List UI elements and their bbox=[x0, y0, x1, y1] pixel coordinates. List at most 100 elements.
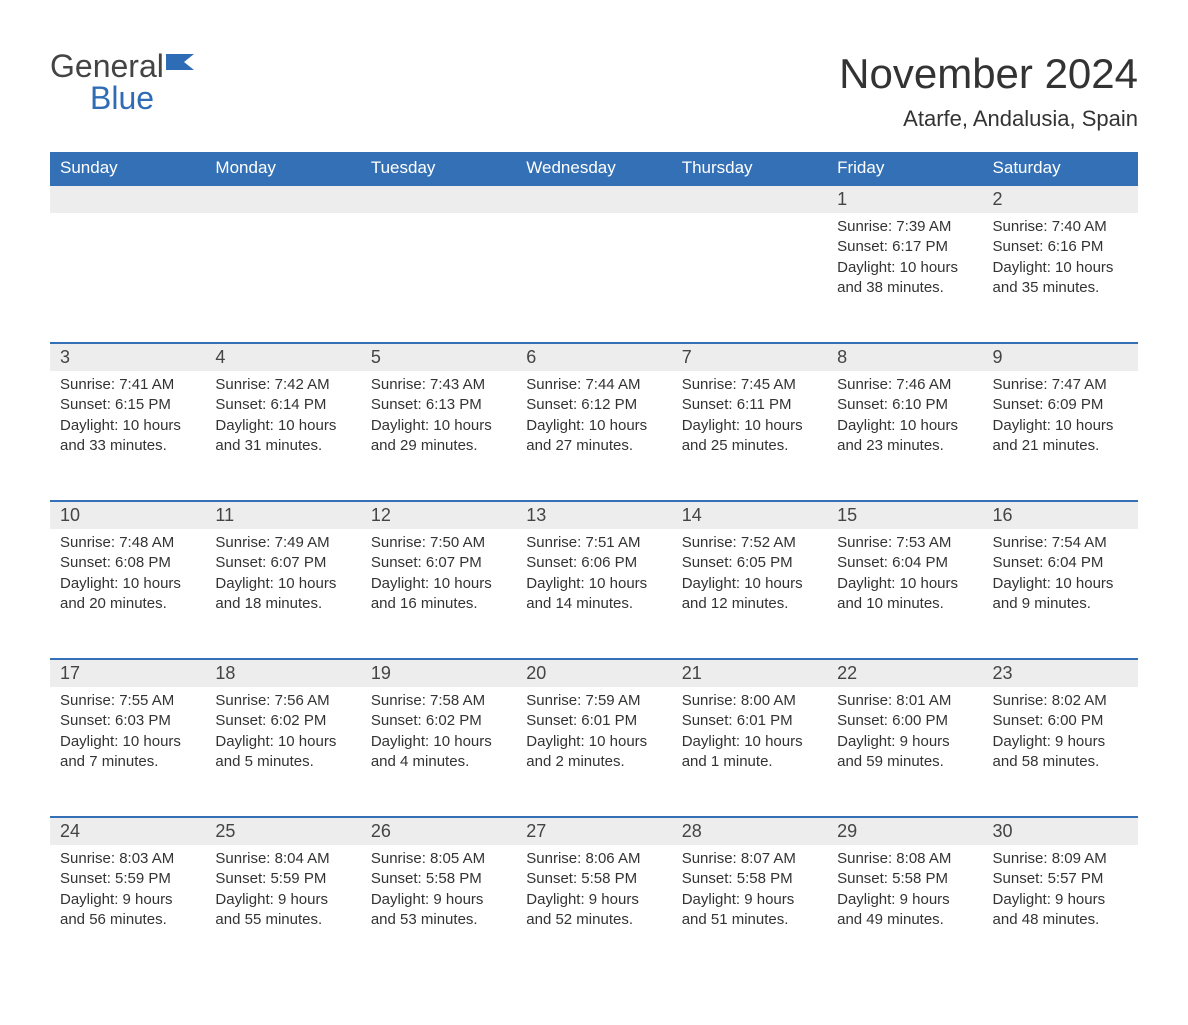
day-number-cell bbox=[516, 185, 671, 213]
sunrise-text: Sunrise: 8:07 AM bbox=[682, 849, 817, 869]
day-content: Sunrise: 8:03 AMSunset: 5:59 PMDaylight:… bbox=[50, 845, 205, 934]
day-number: 27 bbox=[516, 818, 671, 845]
daylight-text-2: and 56 minutes. bbox=[60, 910, 195, 930]
day-number: 5 bbox=[361, 344, 516, 371]
daylight-text-1: Daylight: 9 hours bbox=[215, 890, 350, 910]
day-number: 14 bbox=[672, 502, 827, 529]
week-content-row: Sunrise: 7:39 AMSunset: 6:17 PMDaylight:… bbox=[50, 213, 1138, 343]
day-content: Sunrise: 8:07 AMSunset: 5:58 PMDaylight:… bbox=[672, 845, 827, 934]
day-number-cell: 11 bbox=[205, 501, 360, 529]
day-cell: Sunrise: 8:09 AMSunset: 5:57 PMDaylight:… bbox=[983, 845, 1138, 975]
daylight-text-2: and 29 minutes. bbox=[371, 436, 506, 456]
daylight-text-1: Daylight: 10 hours bbox=[837, 574, 972, 594]
day-number-cell: 26 bbox=[361, 817, 516, 845]
day-number: 18 bbox=[205, 660, 360, 687]
sunset-text: Sunset: 6:10 PM bbox=[837, 395, 972, 415]
calendar-container: General Blue November 2024 Atarfe, Andal… bbox=[50, 50, 1138, 975]
day-cell: Sunrise: 7:58 AMSunset: 6:02 PMDaylight:… bbox=[361, 687, 516, 817]
day-content: Sunrise: 7:58 AMSunset: 6:02 PMDaylight:… bbox=[361, 687, 516, 776]
day-number: 13 bbox=[516, 502, 671, 529]
header: General Blue November 2024 Atarfe, Andal… bbox=[50, 50, 1138, 132]
sunset-text: Sunset: 5:58 PM bbox=[837, 869, 972, 889]
day-header-wednesday: Wednesday bbox=[516, 152, 671, 185]
sunrise-text: Sunrise: 7:55 AM bbox=[60, 691, 195, 711]
sunrise-text: Sunrise: 8:02 AM bbox=[993, 691, 1128, 711]
day-cell: Sunrise: 7:53 AMSunset: 6:04 PMDaylight:… bbox=[827, 529, 982, 659]
daylight-text-2: and 12 minutes. bbox=[682, 594, 817, 614]
sunset-text: Sunset: 6:11 PM bbox=[682, 395, 817, 415]
daylight-text-1: Daylight: 9 hours bbox=[837, 890, 972, 910]
daylight-text-1: Daylight: 10 hours bbox=[60, 574, 195, 594]
day-content: Sunrise: 8:04 AMSunset: 5:59 PMDaylight:… bbox=[205, 845, 360, 934]
daylight-text-1: Daylight: 9 hours bbox=[371, 890, 506, 910]
day-number: 10 bbox=[50, 502, 205, 529]
logo-text-general: General bbox=[50, 50, 164, 82]
logo: General Blue bbox=[50, 50, 204, 114]
day-content: Sunrise: 7:40 AMSunset: 6:16 PMDaylight:… bbox=[983, 213, 1138, 302]
daylight-text-2: and 1 minute. bbox=[682, 752, 817, 772]
day-header-thursday: Thursday bbox=[672, 152, 827, 185]
day-header-tuesday: Tuesday bbox=[361, 152, 516, 185]
sunset-text: Sunset: 5:57 PM bbox=[993, 869, 1128, 889]
daylight-text-1: Daylight: 10 hours bbox=[682, 732, 817, 752]
daylight-text-1: Daylight: 10 hours bbox=[682, 574, 817, 594]
day-cell: Sunrise: 7:56 AMSunset: 6:02 PMDaylight:… bbox=[205, 687, 360, 817]
sunrise-text: Sunrise: 8:05 AM bbox=[371, 849, 506, 869]
sunrise-text: Sunrise: 7:45 AM bbox=[682, 375, 817, 395]
daylight-text-1: Daylight: 10 hours bbox=[682, 416, 817, 436]
sunrise-text: Sunrise: 8:00 AM bbox=[682, 691, 817, 711]
daylight-text-2: and 10 minutes. bbox=[837, 594, 972, 614]
day-number-cell: 18 bbox=[205, 659, 360, 687]
month-title: November 2024 bbox=[839, 50, 1138, 98]
day-number: 23 bbox=[983, 660, 1138, 687]
day-content: Sunrise: 8:05 AMSunset: 5:58 PMDaylight:… bbox=[361, 845, 516, 934]
day-number-cell: 24 bbox=[50, 817, 205, 845]
sunrise-text: Sunrise: 7:56 AM bbox=[215, 691, 350, 711]
sunset-text: Sunset: 5:59 PM bbox=[60, 869, 195, 889]
day-number-cell: 5 bbox=[361, 343, 516, 371]
week-content-row: Sunrise: 7:41 AMSunset: 6:15 PMDaylight:… bbox=[50, 371, 1138, 501]
daylight-text-1: Daylight: 10 hours bbox=[526, 416, 661, 436]
daylight-text-1: Daylight: 10 hours bbox=[371, 574, 506, 594]
daylight-text-2: and 20 minutes. bbox=[60, 594, 195, 614]
day-number: 7 bbox=[672, 344, 827, 371]
daylight-text-1: Daylight: 10 hours bbox=[993, 574, 1128, 594]
sunset-text: Sunset: 5:59 PM bbox=[215, 869, 350, 889]
day-number-cell: 2 bbox=[983, 185, 1138, 213]
day-number-cell bbox=[205, 185, 360, 213]
daylight-text-1: Daylight: 10 hours bbox=[993, 416, 1128, 436]
day-cell: Sunrise: 8:02 AMSunset: 6:00 PMDaylight:… bbox=[983, 687, 1138, 817]
daylight-text-2: and 14 minutes. bbox=[526, 594, 661, 614]
daylight-text-2: and 59 minutes. bbox=[837, 752, 972, 772]
day-cell: Sunrise: 8:08 AMSunset: 5:58 PMDaylight:… bbox=[827, 845, 982, 975]
sunset-text: Sunset: 6:02 PM bbox=[215, 711, 350, 731]
header-right: November 2024 Atarfe, Andalusia, Spain bbox=[839, 50, 1138, 132]
daylight-text-1: Daylight: 9 hours bbox=[993, 732, 1128, 752]
day-number: 6 bbox=[516, 344, 671, 371]
day-number: 30 bbox=[983, 818, 1138, 845]
daylight-text-2: and 58 minutes. bbox=[993, 752, 1128, 772]
sunset-text: Sunset: 6:02 PM bbox=[371, 711, 506, 731]
daylight-text-2: and 55 minutes. bbox=[215, 910, 350, 930]
day-content: Sunrise: 7:49 AMSunset: 6:07 PMDaylight:… bbox=[205, 529, 360, 618]
daylight-text-1: Daylight: 10 hours bbox=[215, 416, 350, 436]
day-content: Sunrise: 8:02 AMSunset: 6:00 PMDaylight:… bbox=[983, 687, 1138, 776]
sunset-text: Sunset: 6:06 PM bbox=[526, 553, 661, 573]
day-cell: Sunrise: 8:05 AMSunset: 5:58 PMDaylight:… bbox=[361, 845, 516, 975]
day-content: Sunrise: 7:55 AMSunset: 6:03 PMDaylight:… bbox=[50, 687, 205, 776]
day-header-friday: Friday bbox=[827, 152, 982, 185]
day-content: Sunrise: 7:48 AMSunset: 6:08 PMDaylight:… bbox=[50, 529, 205, 618]
sunrise-text: Sunrise: 7:49 AM bbox=[215, 533, 350, 553]
sunrise-text: Sunrise: 7:53 AM bbox=[837, 533, 972, 553]
day-cell: Sunrise: 8:03 AMSunset: 5:59 PMDaylight:… bbox=[50, 845, 205, 975]
day-content: Sunrise: 7:50 AMSunset: 6:07 PMDaylight:… bbox=[361, 529, 516, 618]
day-cell: Sunrise: 7:59 AMSunset: 6:01 PMDaylight:… bbox=[516, 687, 671, 817]
day-number: 20 bbox=[516, 660, 671, 687]
day-number: 11 bbox=[205, 502, 360, 529]
day-cell: Sunrise: 7:39 AMSunset: 6:17 PMDaylight:… bbox=[827, 213, 982, 343]
day-cell: Sunrise: 7:49 AMSunset: 6:07 PMDaylight:… bbox=[205, 529, 360, 659]
day-cell: Sunrise: 7:41 AMSunset: 6:15 PMDaylight:… bbox=[50, 371, 205, 501]
day-header-saturday: Saturday bbox=[983, 152, 1138, 185]
day-content: Sunrise: 7:54 AMSunset: 6:04 PMDaylight:… bbox=[983, 529, 1138, 618]
day-number: 26 bbox=[361, 818, 516, 845]
